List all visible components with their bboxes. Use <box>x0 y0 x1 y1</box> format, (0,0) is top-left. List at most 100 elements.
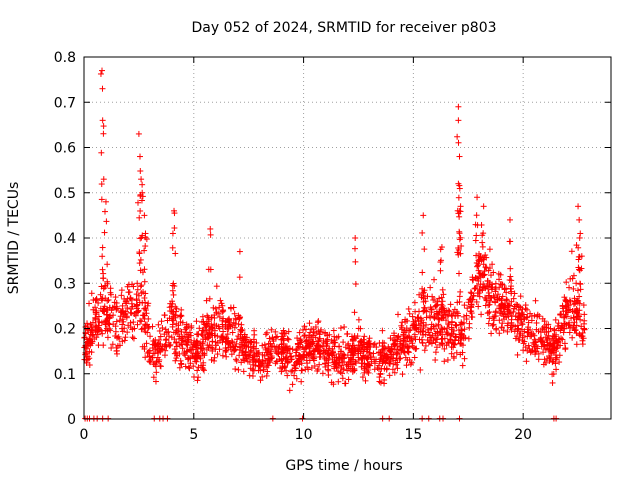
data-point <box>498 301 505 308</box>
data-point <box>89 326 96 333</box>
data-point <box>508 298 515 305</box>
data-point <box>579 329 586 336</box>
data-point <box>205 318 212 325</box>
data-point <box>86 300 93 307</box>
data-point <box>400 336 407 343</box>
data-point <box>200 345 207 352</box>
data-point <box>304 342 311 349</box>
data-point <box>98 319 105 326</box>
data-point <box>250 352 257 359</box>
data-point <box>308 351 315 358</box>
data-point <box>379 360 386 367</box>
data-point <box>397 347 404 354</box>
data-point <box>497 271 504 278</box>
data-point <box>355 357 362 364</box>
data-point <box>422 331 429 338</box>
data-point <box>524 313 531 320</box>
data-point <box>556 359 563 366</box>
data-point <box>268 326 275 333</box>
data-point <box>413 324 420 331</box>
data-point <box>135 130 142 137</box>
data-point <box>520 347 527 354</box>
data-point <box>578 253 585 260</box>
data-point <box>259 351 266 358</box>
data-point <box>116 317 123 324</box>
data-point <box>98 327 105 334</box>
data-point <box>577 286 584 293</box>
data-point <box>423 314 430 321</box>
data-point <box>440 291 447 298</box>
data-point <box>107 327 114 334</box>
data-point <box>420 292 427 299</box>
data-point <box>407 361 414 368</box>
data-point <box>310 326 317 333</box>
data-point <box>267 340 274 347</box>
data-point <box>436 295 443 302</box>
data-point <box>473 252 480 259</box>
data-point <box>537 329 544 336</box>
data-point <box>527 310 534 317</box>
data-point <box>97 291 104 298</box>
data-point <box>475 257 482 264</box>
data-point <box>143 236 150 243</box>
data-point <box>387 335 394 342</box>
data-point <box>216 325 223 332</box>
data-point <box>207 231 214 238</box>
data-point <box>231 310 238 317</box>
data-point <box>219 323 226 330</box>
data-point <box>289 381 296 388</box>
data-point <box>486 315 493 322</box>
data-point <box>504 297 511 304</box>
data-point <box>144 350 151 357</box>
data-point <box>419 285 426 292</box>
data-point <box>147 359 154 366</box>
data-point <box>146 353 153 360</box>
data-point <box>248 339 255 346</box>
data-point <box>391 346 398 353</box>
data-point <box>165 333 172 340</box>
data-point <box>450 327 457 334</box>
data-point <box>101 303 108 310</box>
data-point <box>485 320 492 327</box>
data-point <box>417 366 424 373</box>
data-point <box>102 198 109 205</box>
data-point <box>445 340 452 347</box>
data-point <box>187 360 194 367</box>
data-point <box>439 315 446 322</box>
data-point <box>480 281 487 288</box>
data-point <box>454 312 461 319</box>
data-point <box>366 335 373 342</box>
data-point <box>99 266 106 273</box>
data-point <box>100 123 107 130</box>
data-point <box>103 306 110 313</box>
data-point <box>237 331 244 338</box>
data-point <box>145 300 152 307</box>
data-point <box>280 330 287 337</box>
data-point <box>550 370 557 377</box>
data-point <box>506 216 513 223</box>
data-point <box>361 333 368 340</box>
data-point <box>296 329 303 336</box>
data-point <box>169 300 176 307</box>
data-point <box>124 295 131 302</box>
data-point <box>200 318 207 325</box>
data-point <box>196 325 203 332</box>
data-point <box>145 315 152 322</box>
data-point <box>444 356 451 363</box>
data-point <box>177 313 184 320</box>
data-point <box>461 355 468 362</box>
data-point <box>310 347 317 354</box>
data-point <box>390 360 397 367</box>
data-point <box>98 181 105 188</box>
data-point <box>576 293 583 300</box>
data-point <box>352 347 359 354</box>
data-point <box>126 289 133 296</box>
data-point <box>203 346 210 353</box>
data-point <box>439 331 446 338</box>
data-point <box>127 309 134 316</box>
data-point <box>508 319 515 326</box>
data-point <box>319 370 326 377</box>
data-point <box>200 338 207 345</box>
data-point <box>351 245 358 252</box>
